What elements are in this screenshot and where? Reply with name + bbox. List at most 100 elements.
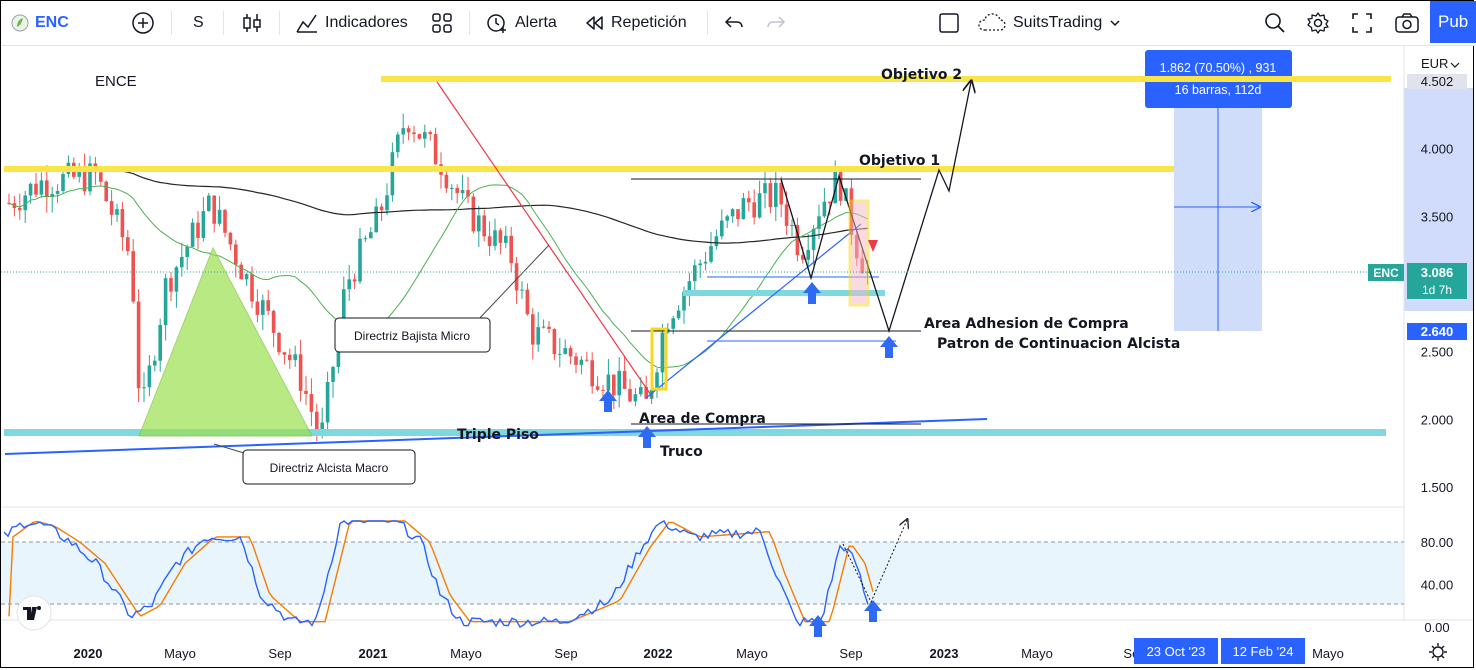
callout-directriz-bajista[interactable]	[334, 317, 491, 353]
time-tick-label: 2023	[930, 646, 959, 661]
settings-button[interactable]	[1306, 1, 1330, 45]
candle-body	[757, 193, 762, 218]
candle-body	[428, 132, 432, 135]
square-icon	[939, 13, 959, 33]
candle-body	[525, 289, 530, 315]
chart-type-button[interactable]	[241, 1, 263, 45]
candle-body	[536, 327, 540, 345]
callout-directriz-alcista[interactable]	[242, 449, 416, 485]
sma-mid-line	[8, 184, 868, 369]
trend-line-mid[interactable]	[645, 223, 862, 399]
plus-circle-icon	[132, 12, 154, 34]
candle-body	[741, 198, 746, 220]
time-tick-label: Mayo	[164, 646, 196, 661]
date-label-start-text: 23 Oct '23	[1147, 644, 1206, 659]
time-tick-label: Mayo	[736, 646, 768, 661]
time-tick-label: 2022	[644, 646, 673, 661]
search-button[interactable]	[1263, 1, 1287, 45]
candle-body	[838, 171, 843, 201]
candle-body	[261, 300, 265, 315]
templates-button[interactable]	[431, 1, 453, 45]
ence-logo-icon	[11, 14, 29, 32]
directriz-bajista-line[interactable]	[436, 81, 654, 399]
price-tick-label: 4.000	[1421, 142, 1454, 157]
candle-body	[185, 246, 189, 257]
compare-button[interactable]	[131, 1, 155, 45]
interval-button[interactable]: S	[193, 1, 204, 45]
label-area-compra: Area de Compra	[639, 411, 766, 427]
measure-line2: 16 barras, 112d	[1175, 83, 1262, 97]
support-line-triple-piso[interactable]	[4, 429, 1386, 436]
grid-icon	[432, 13, 452, 33]
candle-body	[828, 201, 832, 204]
directriz-alcista-macro-line[interactable]	[4, 418, 988, 455]
candle-body	[104, 181, 108, 202]
candle-body	[331, 366, 335, 382]
candle-body	[784, 204, 789, 226]
candle-body	[77, 168, 81, 177]
stochastic-band	[1, 542, 1404, 604]
candle-body	[142, 387, 146, 389]
layout-select-button[interactable]	[937, 1, 961, 45]
date-label-end	[1221, 638, 1305, 664]
label-patron-continuacion: Patron de Continuacion Alcista	[937, 336, 1180, 352]
candle-body	[774, 182, 778, 207]
fullscreen-button[interactable]	[1351, 1, 1373, 45]
candle-body	[628, 388, 632, 402]
candle-body	[682, 291, 686, 311]
indicators-button[interactable]: Indicadores	[295, 1, 408, 45]
candle-body	[163, 278, 168, 326]
candle-body	[606, 374, 611, 391]
symbol-search[interactable]: ENC	[11, 1, 69, 45]
candle-body	[82, 168, 87, 192]
candle-body	[190, 222, 195, 247]
candle-body	[196, 222, 200, 238]
support-line-adhesion[interactable]	[683, 290, 885, 296]
candle-body	[298, 354, 303, 391]
candle-body	[633, 394, 638, 402]
redo-button[interactable]	[765, 1, 787, 45]
stochastic-tick-label: 40.00	[1421, 578, 1454, 593]
candle-body	[293, 354, 297, 361]
candle-body	[817, 216, 821, 229]
candle-body	[487, 236, 492, 246]
saved-layout-button[interactable]: SuitsTrading	[977, 1, 1122, 45]
currency-label[interactable]: EUR	[1421, 56, 1448, 71]
candle-body	[552, 329, 557, 355]
price-chart[interactable]: 1.862 (70.50%) , 931 16 barras, 112d Dir…	[1, 46, 1473, 666]
candle-body	[709, 246, 713, 262]
candle-body	[790, 224, 794, 226]
candle-body	[493, 230, 497, 246]
time-tick-label: Mayo	[1312, 646, 1344, 661]
candle-body	[585, 359, 589, 361]
candle-body	[504, 235, 508, 243]
up-arrow-icon	[880, 336, 898, 358]
resistance-line-objetivo-2[interactable]	[381, 76, 1391, 82]
candle-body	[433, 134, 438, 165]
candle-body	[363, 238, 368, 240]
publish-button[interactable]: Pub	[1430, 1, 1476, 43]
candle-body	[347, 279, 351, 290]
replay-button[interactable]: Repetición	[585, 1, 687, 45]
resistance-line-objetivo-1[interactable]	[4, 166, 1174, 172]
snapshot-button[interactable]	[1394, 1, 1420, 45]
alert-button[interactable]: Alerta	[485, 1, 557, 45]
candle-body	[396, 134, 400, 153]
candle-body	[450, 187, 454, 189]
highlight-box-2[interactable]	[848, 199, 870, 307]
highlight-box-1[interactable]	[650, 327, 668, 391]
candle-body	[595, 386, 600, 390]
candle-body	[266, 300, 270, 311]
projection-path[interactable]	[780, 82, 971, 334]
triangle-pattern[interactable]	[138, 246, 313, 437]
candle-body	[28, 183, 33, 196]
candle-body	[315, 411, 319, 430]
candle-body	[417, 134, 422, 139]
candle-body	[244, 274, 249, 280]
stochastic-tick-label: 0.00	[1424, 620, 1449, 635]
tradingview-logo-icon[interactable]	[16, 595, 52, 631]
undo-button[interactable]	[723, 1, 745, 45]
axis-settings-gear-icon[interactable]	[1429, 643, 1447, 661]
alarm-clock-icon	[487, 14, 506, 33]
